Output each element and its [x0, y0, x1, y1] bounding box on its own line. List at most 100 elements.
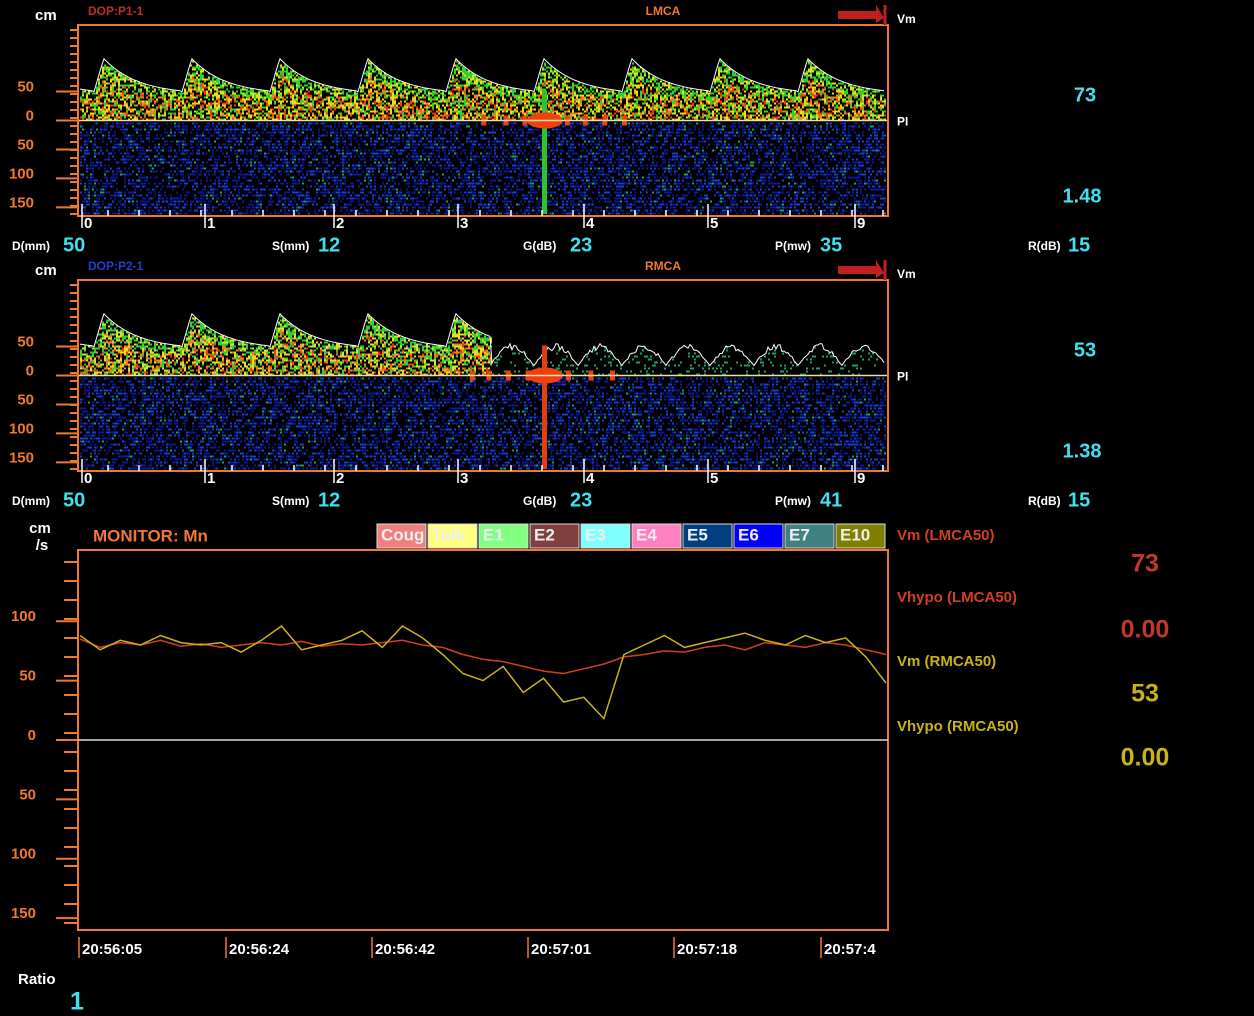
spectrum-texture [80, 329, 492, 376]
event-button-bg [580, 523, 631, 549]
event-button[interactable]: E7 [784, 523, 835, 549]
legend-value: 53 [1131, 680, 1159, 708]
param-label: G(dB) [523, 239, 556, 253]
x-tick-label: 1 [207, 470, 215, 487]
vm-label: Vm [897, 12, 916, 26]
y-tick-label: 0 [28, 727, 36, 744]
time-label: 20:57:01 [531, 941, 591, 958]
param-label: D(mm) [12, 494, 50, 508]
y-tick-label: 50 [17, 136, 34, 153]
event-button-bg [427, 523, 478, 549]
y-tick-label: 50 [17, 79, 34, 96]
y-tick-label: 150 [11, 905, 36, 922]
time-label: 20:56:05 [82, 941, 142, 958]
y-tick-label: 0 [26, 362, 34, 379]
x-tick-label: 2 [336, 215, 344, 232]
event-button-label: E2 [534, 525, 555, 544]
legend-name: Vm (LMCA50) [897, 527, 995, 544]
probe-label: DOP:P1-1 [88, 4, 144, 18]
event-button[interactable]: Coug [376, 523, 427, 549]
y-tick-label: 100 [9, 420, 34, 437]
pi-label: PI [897, 370, 908, 384]
event-button-bg [733, 523, 784, 549]
x-tick-label: 3 [460, 470, 468, 487]
param-label: G(dB) [523, 494, 556, 508]
x-tick-label: 1 [207, 215, 215, 232]
spectrum-texture [82, 60, 886, 121]
event-button[interactable]: E10 [835, 523, 886, 549]
probe-label: DOP:P2-1 [88, 259, 144, 273]
trend-line [79, 624, 887, 721]
legend-name: Vhypo (LMCA50) [897, 589, 1017, 606]
param-label: P(mw) [775, 239, 811, 253]
param-value: 15 [1068, 489, 1090, 511]
legend-value: 0.00 [1121, 616, 1170, 644]
event-button-bg [529, 523, 580, 549]
envelope-trace [79, 57, 885, 93]
y-tick-label: 100 [11, 846, 36, 863]
y-tick-label: 150 [9, 449, 34, 466]
event-button[interactable]: E2 [529, 523, 580, 549]
event-button-bg [631, 523, 682, 549]
event-button-bg [478, 523, 529, 549]
param-value: 23 [570, 234, 592, 256]
legend-name: Vm (RMCA50) [897, 653, 996, 670]
time-label: 20:57:18 [677, 941, 737, 958]
spectrum-texture [80, 122, 886, 215]
event-button-bg [376, 523, 427, 549]
pi-value: 1.38 [1063, 440, 1102, 462]
time-label: 20:56:24 [229, 941, 290, 958]
event-button-bg [835, 523, 886, 549]
event-button-label: E4 [636, 525, 657, 544]
event-button-label: E5 [687, 525, 708, 544]
event-button[interactable]: E1 [478, 523, 529, 549]
event-button[interactable]: E6 [733, 523, 784, 549]
event-button-bg [784, 523, 835, 549]
param-value: 35 [820, 234, 842, 256]
event-button[interactable]: E3 [580, 523, 631, 549]
unit-label: cm [35, 7, 57, 24]
y-tick-label: 50 [19, 668, 36, 685]
x-tick-label: 4 [586, 470, 595, 487]
param-label: S(mm) [272, 239, 309, 253]
unit-label: cm [29, 520, 51, 537]
y-tick-label: 100 [9, 165, 34, 182]
monitor-title: MONITOR: Mn [93, 526, 208, 545]
event-button[interactable]: E5 [682, 523, 733, 549]
ratio-label: Ratio [18, 971, 56, 988]
param-value: 50 [63, 489, 85, 511]
vessel-label: LMCA [646, 4, 681, 18]
param-label: S(mm) [272, 494, 309, 508]
unit-label: /s [36, 537, 49, 554]
pi-label: PI [897, 115, 908, 129]
event-button-label: E10 [840, 525, 870, 544]
y-tick-label: 50 [17, 391, 34, 408]
ratio-value: 1 [70, 988, 84, 1016]
x-tick-label: 5 [710, 215, 718, 232]
direction-arrow [838, 5, 884, 23]
vm-value: 73 [1074, 84, 1096, 106]
spectrum-texture [80, 315, 492, 376]
artifact-spike [542, 90, 547, 214]
vm-value: 53 [1074, 339, 1096, 361]
pi-value: 1.48 [1063, 185, 1102, 207]
trend-line [79, 638, 887, 675]
artifact-spike [542, 345, 547, 469]
x-tick-label: 9 [857, 215, 865, 232]
spectrum-texture [80, 331, 492, 376]
spectrum-texture [80, 377, 886, 470]
y-tick-label: 100 [11, 608, 36, 625]
y-tick-label: 50 [17, 334, 34, 351]
envelope-trace [79, 312, 885, 367]
x-tick-label: 4 [586, 215, 595, 232]
spectrum-texture [80, 74, 886, 121]
param-value: 23 [570, 489, 592, 511]
param-value: 41 [820, 489, 842, 511]
event-button[interactable]: E4 [631, 523, 682, 549]
unit-label: cm [35, 262, 57, 279]
x-tick-label: 5 [710, 470, 718, 487]
y-tick-label: 150 [9, 194, 34, 211]
event-button[interactable]: Talk [427, 523, 478, 549]
spectrum-texture [80, 377, 886, 470]
